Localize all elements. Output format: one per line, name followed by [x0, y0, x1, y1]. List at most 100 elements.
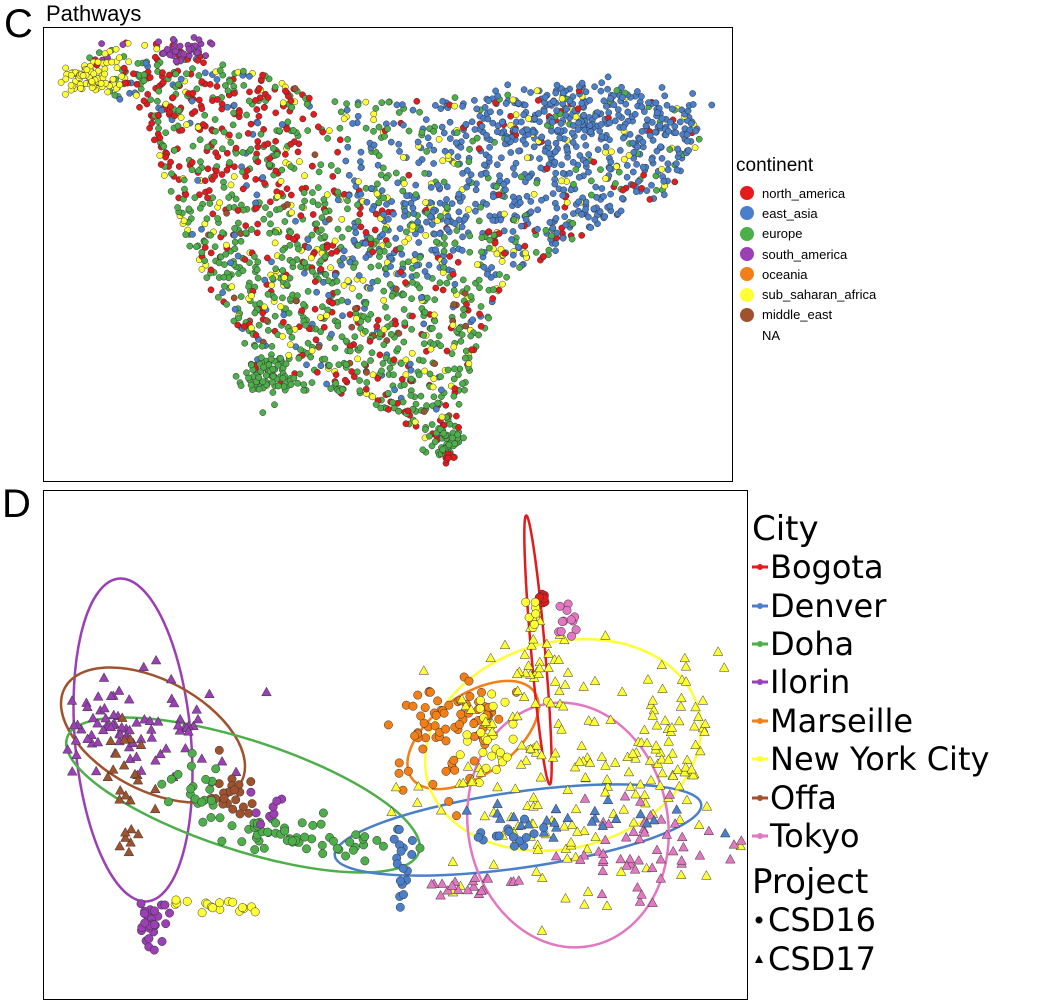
scatter-point: [331, 237, 339, 245]
scatter-point: [224, 103, 231, 111]
scatter-point: [725, 853, 736, 864]
scatter-point: [653, 186, 660, 194]
scatter-point: [375, 152, 383, 160]
scatter-point: [132, 91, 140, 99]
scatter-point: [635, 808, 646, 819]
legend-swatch: [740, 267, 754, 282]
scatter-point: [428, 779, 438, 789]
scatter-point: [480, 716, 491, 726]
scatter-point: [417, 226, 425, 234]
scatter-point: [362, 229, 370, 236]
scatter-point: [150, 755, 161, 765]
panel-c-legend-items: north_america east_asia europe south_americ…: [736, 183, 966, 345]
scatter-point: [686, 763, 697, 774]
scatter-point: [297, 212, 305, 219]
scatter-point: [196, 753, 208, 763]
scatter-point: [339, 254, 347, 262]
scatter-point: [496, 271, 503, 278]
scatter-point: [418, 744, 428, 754]
scatter-point: [468, 881, 479, 891]
scatter-point: [188, 166, 196, 174]
scatter-point: [630, 753, 641, 763]
scatter-point: [604, 85, 611, 93]
scatter-point: [628, 816, 640, 827]
scatter-point: [529, 829, 539, 839]
scatter-point: [421, 367, 428, 375]
scatter-point: [334, 196, 342, 204]
scatter-point: [288, 334, 296, 341]
scatter-point: [520, 111, 528, 119]
scatter-point: [579, 793, 591, 803]
scatter-point: [334, 167, 342, 175]
scatter-point: [736, 835, 747, 845]
scatter-point: [283, 125, 291, 133]
panel-d-shape-legend-items: CSD16 CSD17: [752, 901, 1040, 978]
scatter-point: [611, 117, 619, 125]
scatter-point: [532, 844, 544, 854]
scatter-point: [256, 819, 266, 829]
scatter-point: [100, 712, 111, 723]
scatter-point: [262, 372, 270, 379]
scatter-point: [590, 158, 598, 166]
scatter-point: [459, 233, 466, 241]
scatter-point: [520, 755, 532, 765]
scatter-point: [335, 361, 343, 369]
scatter-point: [464, 676, 474, 686]
scatter-point: [278, 254, 286, 261]
scatter-point: [189, 89, 197, 97]
scatter-point: [284, 201, 291, 208]
scatter-point: [523, 818, 534, 829]
scatter-point: [515, 819, 527, 830]
panel-c-points: [57, 34, 716, 467]
scatter-point: [394, 825, 404, 834]
scatter-point: [590, 831, 601, 842]
scatter-point: [318, 214, 326, 221]
scatter-point: [254, 119, 262, 127]
scatter-point: [452, 139, 460, 147]
scatter-point: [343, 100, 350, 108]
scatter-point: [386, 806, 397, 817]
scatter-point: [603, 818, 614, 828]
scatter-point: [455, 371, 462, 379]
scatter-point: [475, 704, 485, 713]
panel-d: D City Bogota Denver Doha Ilorin Marseille Ne…: [0, 480, 1040, 1003]
scatter-point: [680, 661, 692, 671]
scatter-point: [173, 769, 183, 779]
scatter-point: [290, 374, 298, 382]
scatter-point: [267, 198, 274, 206]
scatter-point: [586, 122, 594, 129]
scatter-point: [476, 284, 483, 292]
scatter-point: [718, 662, 730, 672]
scatter-point: [619, 790, 631, 801]
scatter-point: [125, 58, 133, 66]
scatter-point: [586, 96, 593, 104]
scatter-point: [562, 784, 573, 794]
scatter-point: [550, 747, 561, 758]
scatter-point: [343, 106, 351, 114]
scatter-point: [333, 248, 341, 255]
scatter-point: [271, 239, 279, 247]
scatter-point: [638, 103, 646, 111]
scatter-point: [615, 168, 623, 176]
scatter-point: [530, 143, 538, 151]
scatter-point: [639, 138, 647, 146]
scatter-point: [615, 853, 626, 864]
scatter-point: [409, 312, 416, 320]
legend-swatch: [752, 756, 768, 763]
scatter-point: [492, 781, 503, 792]
scatter-point: [400, 121, 407, 129]
scatter-point: [342, 361, 350, 368]
scatter-point: [154, 97, 161, 105]
scatter-point: [232, 372, 240, 380]
scatter-point: [552, 139, 560, 147]
scatter-point: [308, 231, 316, 239]
scatter-point: [443, 196, 450, 203]
scatter-point: [182, 896, 192, 906]
scatter-point: [387, 330, 395, 338]
scatter-point: [165, 673, 177, 684]
scatter-point: [235, 314, 243, 322]
scatter-point: [576, 740, 587, 750]
scatter-point: [410, 731, 420, 741]
scatter-point: [560, 892, 571, 903]
scatter-point: [620, 134, 627, 142]
